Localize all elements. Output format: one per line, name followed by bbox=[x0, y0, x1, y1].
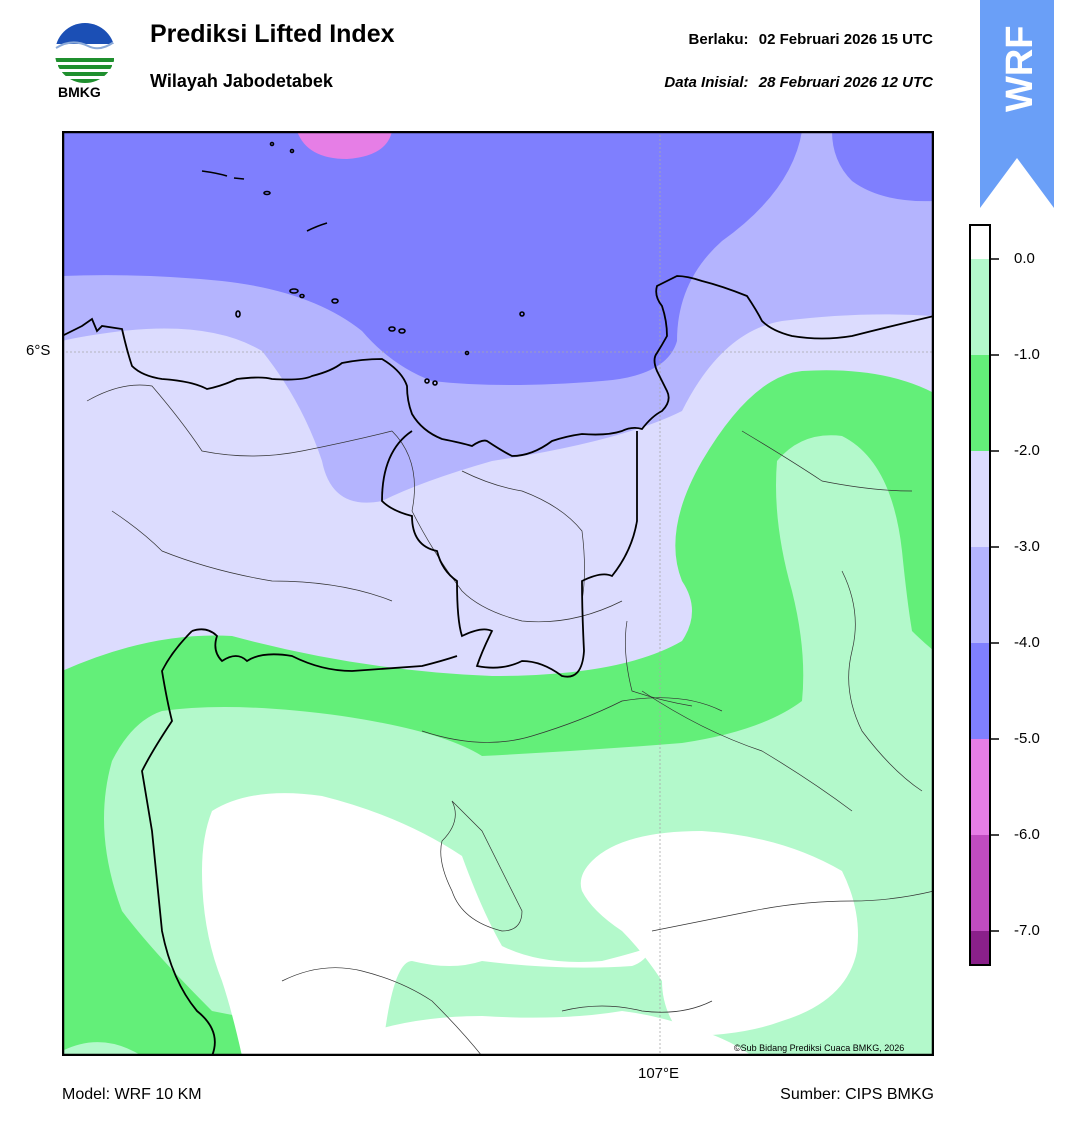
model-label: Model: WRF 10 KM bbox=[62, 1086, 202, 1103]
valid-time: Berlaku: 02 Februari 2026 15 UTC bbox=[683, 31, 933, 48]
colorbar bbox=[969, 224, 991, 966]
colorbar-ticks bbox=[991, 258, 999, 932]
colorbar-border bbox=[969, 224, 991, 966]
init-time: Data Inisial: 28 Februari 2026 12 UTC bbox=[658, 74, 933, 91]
colorbar-label-minus7: -7.0 bbox=[1014, 922, 1040, 939]
colorbar-above-0 bbox=[969, 224, 991, 259]
source-label: Sumber: CIPS BMKG bbox=[780, 1086, 934, 1103]
lat-tick-label: 6°S bbox=[26, 342, 51, 359]
init-label: Data Inisial: bbox=[664, 74, 749, 91]
li-zone-above0-south bbox=[372, 1011, 752, 1056]
li-zone-above0-east bbox=[580, 831, 858, 1036]
colorbar-label-minus2: -2.0 bbox=[1014, 442, 1040, 459]
li-zone-minus4-5-ne bbox=[832, 131, 934, 202]
copyright-text: ©Sub Bidang Prediksi Cuaca BMKG, 2026 bbox=[734, 1043, 905, 1053]
li-zone-0-1-sw bbox=[62, 1042, 142, 1056]
li-zone-above0-west bbox=[202, 793, 652, 1056]
colorbar-label-0: 0.0 bbox=[1014, 250, 1035, 267]
province-boundaries bbox=[141, 430, 638, 1056]
map-border bbox=[61, 130, 935, 1057]
li-zone-minus4-5 bbox=[62, 131, 802, 385]
lifted-index-map bbox=[61, 130, 935, 1057]
colorbar-minus1-to-minus2 bbox=[969, 355, 991, 451]
li-zone-minus5-6 bbox=[297, 131, 392, 159]
colorbar-minus6-to-minus7 bbox=[969, 835, 991, 931]
colorbar-below-minus7 bbox=[969, 931, 991, 966]
valid-label: Berlaku: bbox=[688, 31, 749, 48]
colorbar-label-minus6: -6.0 bbox=[1014, 826, 1040, 843]
colorbar-0-to-minus1 bbox=[969, 259, 991, 355]
colorbar-minus4-to-minus5 bbox=[969, 643, 991, 739]
logo-text: BMKG bbox=[58, 84, 101, 100]
wrf-badge-text: WRF bbox=[999, 25, 1041, 112]
valid-value: 02 Februari 2026 15 UTC bbox=[758, 31, 933, 48]
regency-boundaries bbox=[86, 384, 934, 1056]
thousand-islands bbox=[201, 141, 525, 386]
colorbar-label-minus1: -1.0 bbox=[1014, 346, 1040, 363]
init-value: 28 Februari 2026 12 UTC bbox=[758, 74, 933, 91]
colorbar-label-minus4: -4.0 bbox=[1014, 634, 1040, 651]
colorbar-label-minus3: -3.0 bbox=[1014, 538, 1040, 555]
lon-tick-label: 107°E bbox=[638, 1065, 680, 1082]
wrf-badge: WRF bbox=[980, 0, 1054, 210]
colorbar-minus5-to-minus6 bbox=[969, 739, 991, 835]
colorbar-minus3-to-minus4 bbox=[969, 547, 991, 643]
page-subtitle: Wilayah Jabodetabek bbox=[150, 71, 333, 91]
colorbar-minus2-to-minus3 bbox=[969, 451, 991, 547]
coastline bbox=[62, 275, 934, 457]
page-title: Prediksi Lifted Index bbox=[150, 20, 395, 48]
colorbar-label-minus5: -5.0 bbox=[1014, 730, 1040, 747]
bmkg-logo bbox=[52, 20, 118, 86]
